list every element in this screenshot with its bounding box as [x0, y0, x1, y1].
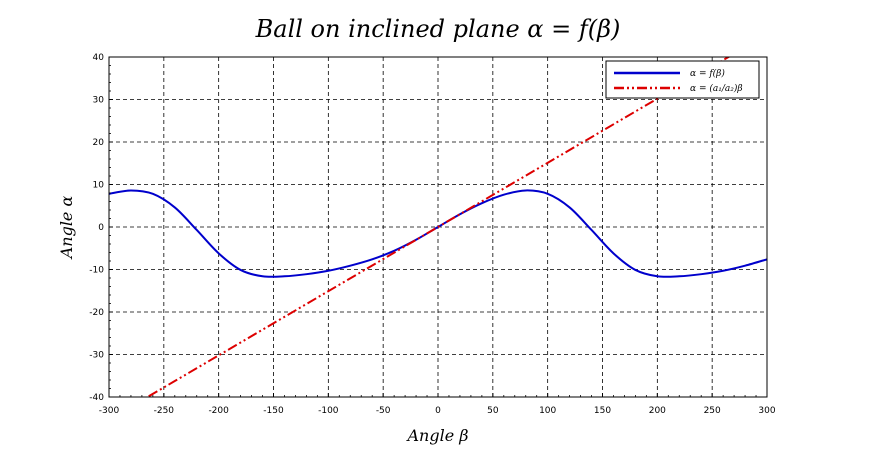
legend-label-series-1: α = f(β) — [690, 68, 725, 79]
x-tick-label: 200 — [649, 406, 666, 416]
x-tick-label: -50 — [376, 406, 391, 416]
x-tick-label: -150 — [263, 406, 284, 416]
x-tick-labels: -300 -250 -200 -150 -100 -50 0 50 100 150 200 250 30… — [99, 406, 776, 416]
y-axis-label: Angle α — [57, 196, 76, 261]
series-line-2 — [145, 57, 731, 397]
y-tick-label: -20 — [89, 308, 104, 318]
legend: α = f(β) α = (a₁/a₂)β — [605, 60, 760, 99]
legend-label-series-2: α = (a₁/a₂)β — [690, 83, 743, 94]
x-tick-label: 300 — [758, 406, 775, 416]
x-tick-label: 250 — [704, 406, 721, 416]
y-tick-label: 40 — [93, 53, 105, 63]
y-tick-label: -30 — [89, 351, 104, 361]
x-tick-label: 100 — [539, 406, 556, 416]
y-tick-label: 10 — [93, 181, 105, 191]
x-tick-label: -250 — [154, 406, 175, 416]
axis-ticks — [108, 56, 768, 398]
x-axis-label: Angle β — [405, 426, 468, 445]
y-tick-label: 0 — [98, 223, 104, 233]
y-tick-labels: -40 -30 -20 -10 0 10 20 30 40 — [89, 53, 104, 403]
plot-series — [109, 57, 767, 397]
y-tick-label: -10 — [89, 266, 104, 276]
x-tick-label: -100 — [318, 406, 339, 416]
y-tick-label: -40 — [89, 393, 104, 403]
x-tick-label: -300 — [99, 406, 120, 416]
x-tick-label: 50 — [487, 406, 499, 416]
x-tick-label: 150 — [594, 406, 611, 416]
y-tick-label: 20 — [93, 138, 105, 148]
x-tick-label: 0 — [435, 406, 441, 416]
legend-box — [605, 60, 760, 99]
y-tick-label: 30 — [93, 96, 105, 106]
x-tick-label: -200 — [208, 406, 229, 416]
chart-title: Ball on inclined plane α = f(β) — [255, 15, 621, 43]
